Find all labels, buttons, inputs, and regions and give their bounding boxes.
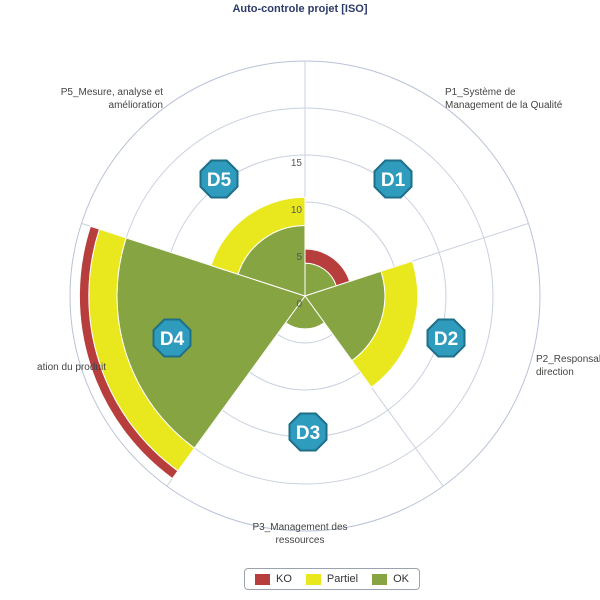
category-label: P5_Mesure, analyse et amélioration — [61, 87, 164, 111]
domain-marker-label: D2 — [434, 329, 458, 350]
domain-marker-d1: D1 — [373, 159, 413, 199]
legend-item[interactable]: Partiel — [305, 573, 359, 585]
category-label: P2_Responsab direction — [536, 354, 600, 378]
wedge-partiel-2 — [351, 260, 419, 388]
domain-marker-d2: D2 — [426, 318, 466, 358]
legend-label: OK — [393, 573, 409, 585]
legend-swatch — [255, 573, 270, 585]
domain-marker-label: D4 — [160, 329, 185, 350]
domain-marker-shape — [152, 318, 192, 358]
radial-tick-label: 15 — [291, 158, 303, 169]
legend: KO Partiel OK — [244, 568, 420, 590]
category-label-line: direction — [536, 367, 574, 378]
legend-swatch — [305, 573, 321, 585]
domain-marker-label: D3 — [296, 423, 320, 444]
domain-marker-label: D1 — [381, 170, 406, 191]
legend-label: Partiel — [326, 573, 359, 585]
category-label-line: ation du produit — [37, 362, 106, 373]
domain-marker-shape — [199, 159, 239, 199]
legend-label: KO — [276, 573, 292, 585]
radial-tick-label: 0 — [296, 299, 302, 310]
category-label-line: P3_Management des — [252, 522, 347, 533]
category-label: P3_Management des ressources — [252, 522, 347, 546]
wedge-ko-4 — [78, 225, 179, 480]
domain-marker-d4: D4 — [152, 318, 192, 358]
domain-marker-d5: D5 — [199, 159, 239, 199]
category-label-line: P5_Mesure, analyse et — [61, 87, 164, 98]
category-label-line: amélioration — [109, 100, 163, 111]
domain-marker-d3: D3 — [288, 412, 328, 452]
domain-marker-shape — [373, 159, 413, 199]
category-label-line: Management de la Qualité — [445, 100, 563, 111]
wedge-partiel-5 — [210, 196, 306, 275]
domain-marker-label: D5 — [207, 170, 232, 191]
legend-item[interactable]: KO — [255, 573, 292, 585]
legend-swatch — [372, 573, 388, 585]
category-label-line: ressources — [276, 535, 325, 546]
domain-marker-shape — [288, 412, 328, 452]
wedge-ok-3 — [284, 295, 326, 330]
category-label: ation du produit — [37, 362, 106, 373]
radial-tick-label: 10 — [291, 205, 303, 216]
domain-marker-shape — [426, 318, 466, 358]
category-label-line: P2_Responsab — [536, 354, 600, 365]
category-label-line: P1_Système de — [445, 87, 516, 98]
category-label: P1_Système de Management de la Qualité — [445, 87, 563, 111]
legend-item[interactable]: OK — [372, 573, 409, 585]
radial-tick-label: 5 — [296, 252, 302, 263]
chart-title: Auto-controle projet [ISO] — [232, 3, 368, 15]
